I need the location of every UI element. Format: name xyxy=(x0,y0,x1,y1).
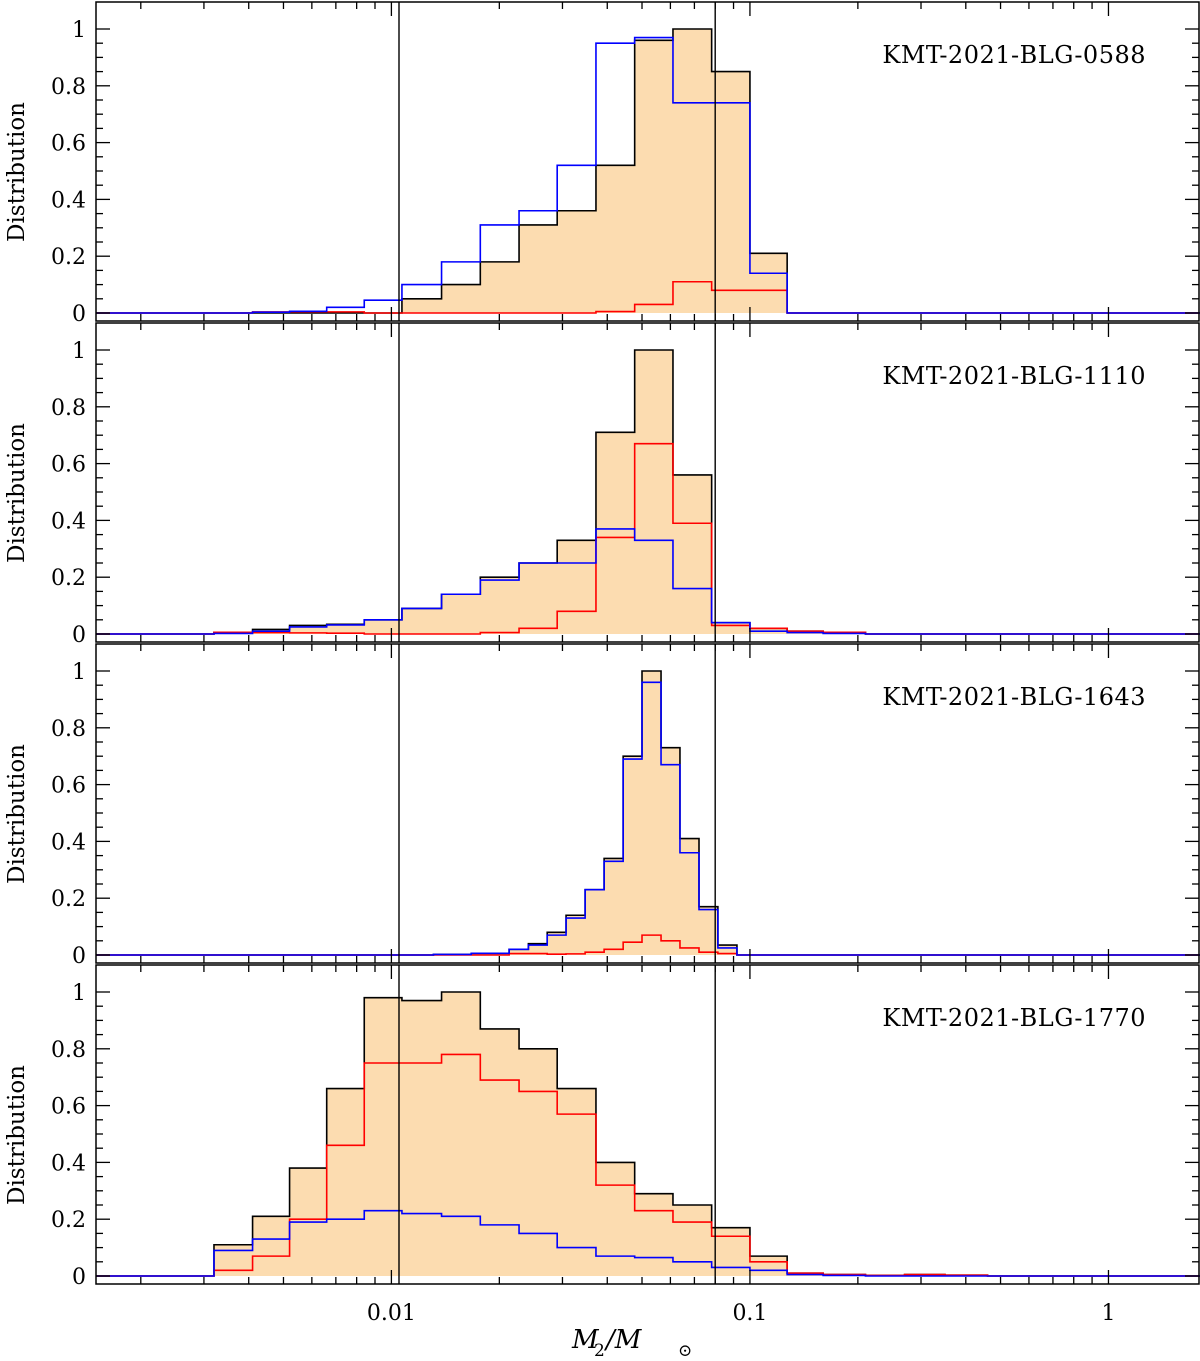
y-tick-label: 0 xyxy=(72,623,86,648)
y-tick-label: 0 xyxy=(72,302,86,327)
y-tick-label: 1 xyxy=(72,18,86,43)
y-tick-label: 0.4 xyxy=(51,1151,86,1176)
y-tick-label: 1 xyxy=(72,981,86,1006)
panel-title: KMT-2021-BLG-1110 xyxy=(882,362,1146,390)
y-tick-label: 0.8 xyxy=(51,396,86,421)
y-axis-label: Distribution xyxy=(4,423,30,563)
y-tick-label: 0.2 xyxy=(51,566,86,591)
y-tick-label: 0.4 xyxy=(51,509,86,534)
panel-title: KMT-2021-BLG-1770 xyxy=(882,1004,1146,1032)
x-tick-label: 0.01 xyxy=(367,1301,416,1326)
histogram-series-3 xyxy=(96,36,1200,314)
histogram-series-3 xyxy=(96,1209,1200,1277)
y-tick-label: 1 xyxy=(72,339,86,364)
panel-3: 0 0.2 0.4 0.6 0.8 1 Distribution KMT-2021-BLG-1… xyxy=(4,643,1200,969)
panel-title: KMT-2021-BLG-1643 xyxy=(882,683,1146,711)
x-axis-label-sun: ⊙ xyxy=(678,1341,692,1361)
y-tick-label: 0.4 xyxy=(51,188,86,213)
panel-2: 0 0.2 0.4 0.6 0.8 1 Distribution KMT-2021-BLG-1… xyxy=(4,322,1200,648)
x-axis-label-m: M xyxy=(571,1325,600,1355)
histogram-fill xyxy=(213,350,866,634)
x-axis-label-rest: /M xyxy=(603,1325,643,1355)
y-tick-label: 1 xyxy=(72,660,86,685)
panel-title: KMT-2021-BLG-0588 xyxy=(882,41,1146,69)
x-axis-label: M 2 /M ⊙ xyxy=(571,1325,692,1361)
y-tick-label: 0 xyxy=(72,944,86,969)
panel-frame xyxy=(95,1,1200,322)
histogram-series-3 xyxy=(96,681,1200,956)
y-tick-label: 0.8 xyxy=(51,75,86,100)
panel-1: 0 0.2 0.4 0.6 0.8 1 Distribution KMT-2021-BLG-0… xyxy=(4,1,1200,327)
x-axis-label-subscript: 2 xyxy=(594,1341,605,1361)
y-axis-label: Distribution xyxy=(4,102,30,242)
y-tick-label: 0.2 xyxy=(51,887,86,912)
y-tick-label: 0.6 xyxy=(51,774,86,799)
y-tick-label: 0.6 xyxy=(51,453,86,478)
panel-frame xyxy=(95,322,1200,643)
histogram-series-2 xyxy=(96,934,1200,956)
panel-frame xyxy=(95,964,1200,1285)
panel-frame xyxy=(95,643,1200,964)
panel-4: 0 0.2 0.4 0.6 0.8 1 Distribution KMT-2021-BLG-1… xyxy=(4,964,1200,1326)
y-tick-label: 0.2 xyxy=(51,245,86,270)
histogram-fill xyxy=(213,29,788,313)
y-tick-label: 0.8 xyxy=(51,1038,86,1063)
y-axis-label: Distribution xyxy=(4,1065,30,1205)
y-tick-label: 0.2 xyxy=(51,1208,86,1233)
y-tick-label: 0.8 xyxy=(51,717,86,742)
histogram-series-3 xyxy=(96,528,1200,635)
x-tick-label: 1 xyxy=(1101,1301,1115,1326)
y-tick-label: 0.6 xyxy=(51,1095,86,1120)
x-tick-label: 0.1 xyxy=(732,1301,767,1326)
histogram-series-2 xyxy=(96,442,1200,635)
y-tick-label: 0 xyxy=(72,1265,86,1290)
histogram-fill xyxy=(213,992,988,1276)
histogram-series-1 xyxy=(96,28,1200,314)
panels-group: 0 0.2 0.4 0.6 0.8 1 Distribution KMT-2021-BLG-0… xyxy=(4,1,1200,1326)
y-tick-label: 0.6 xyxy=(51,132,86,157)
y-tick-label: 0.4 xyxy=(51,830,86,855)
y-axis-label: Distribution xyxy=(4,744,30,884)
histogram-fill xyxy=(433,671,737,955)
